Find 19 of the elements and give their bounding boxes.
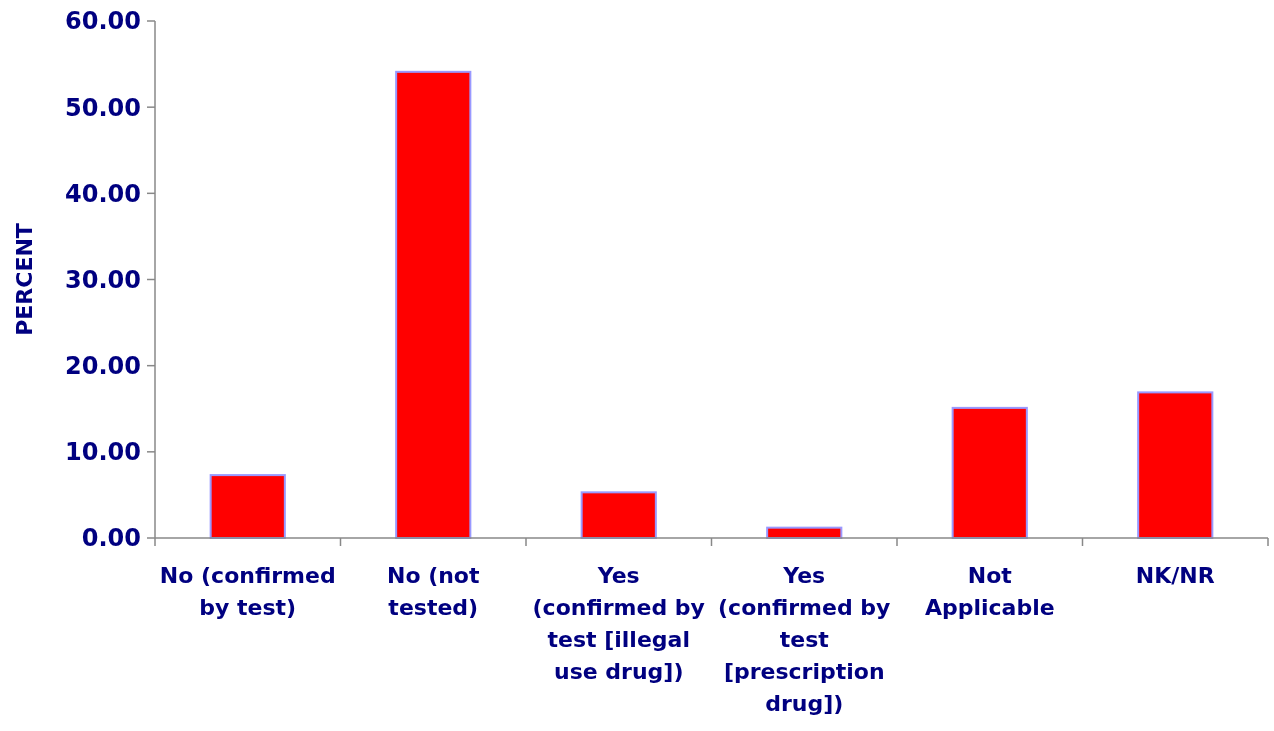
bar: [395, 70, 472, 539]
y-tick-label: 0.00: [81, 524, 141, 553]
bar: [209, 474, 286, 539]
bar: [1137, 391, 1214, 539]
x-tick-label: No (confirmed by test): [159, 563, 336, 620]
y-tick-label: 10.00: [65, 438, 141, 467]
y-tick-label: 50.00: [65, 93, 141, 122]
x-tick-label: Not Applicable: [924, 563, 1055, 620]
y-axis-title: PERCENT: [12, 223, 37, 336]
x-tick-label: Yes (confirmed by test [prescription drug]): [718, 563, 891, 716]
y-tick-label: 40.00: [65, 179, 141, 208]
bar: [951, 406, 1028, 539]
x-tick-label: No (not tested): [386, 563, 480, 620]
x-tick-label: Yes (confirmed by test [illegal use drug]): [532, 563, 705, 684]
x-tick-label: NK/NR: [1135, 563, 1215, 588]
bar: [580, 491, 657, 539]
y-tick-label: 60.00: [65, 7, 141, 36]
y-tick-label: 30.00: [65, 265, 141, 294]
y-tick-label: 20.00: [65, 352, 141, 381]
